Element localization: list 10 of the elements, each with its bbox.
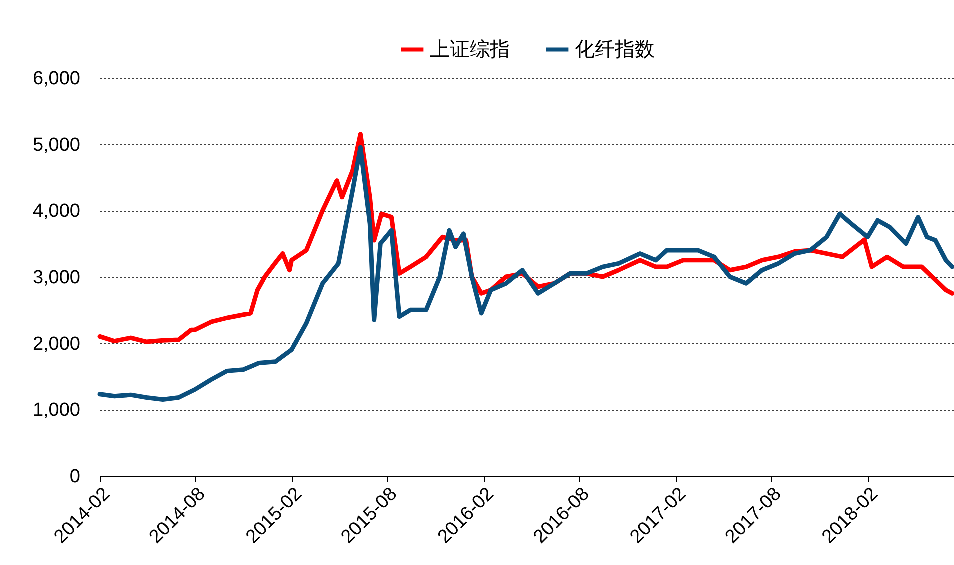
y-tick-label: 1,000 — [32, 400, 80, 422]
y-tick-label: 6,000 — [32, 68, 80, 90]
line-series — [98, 145, 954, 402]
legend-label: 上证综指 — [430, 36, 510, 61]
y-tick-label: 0 — [70, 466, 80, 488]
y-tick-label: 2,000 — [32, 334, 80, 355]
y-tick-label: 5,000 — [32, 134, 80, 156]
legend-label: 化纤指数 — [575, 36, 655, 61]
y-tick-label: 3,000 — [32, 268, 80, 288]
y-tick-label: 4,000 — [32, 201, 80, 222]
